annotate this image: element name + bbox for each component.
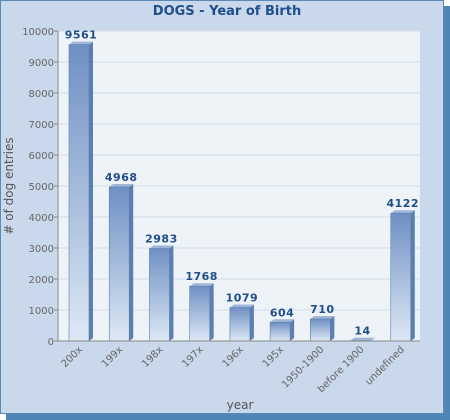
bar-top (270, 319, 295, 323)
bar-top (310, 315, 335, 319)
bar-top (350, 337, 375, 341)
data-label: 604 (270, 306, 294, 319)
chart-title: DOGS - Year of Birth (153, 4, 301, 19)
bar (310, 318, 331, 342)
bar-top (149, 245, 174, 249)
bar-side (249, 304, 254, 341)
bar-top (69, 41, 93, 45)
bar (390, 212, 412, 342)
y-tick-label: 1000 (29, 306, 54, 317)
y-tick-labels: 0 1000 2000 3000 4000 5000 6000 7000 8000 9000 100… (22, 27, 58, 348)
y-tick-label: 3000 (29, 244, 54, 255)
bar (269, 321, 291, 342)
bar-side (370, 337, 375, 341)
bar (108, 186, 130, 342)
data-label: 4122 (386, 197, 419, 210)
y-tick-label: 0 (48, 337, 54, 348)
y-tick-label: 7000 (29, 120, 54, 131)
data-label: 2983 (145, 233, 178, 246)
data-label: 710 (310, 303, 334, 316)
bar (149, 248, 170, 342)
bar-side (209, 283, 214, 341)
bar-top (189, 283, 214, 287)
bar-top (229, 304, 254, 308)
bar-top (109, 183, 134, 187)
bar-side (330, 315, 335, 341)
y-axis-label: # of dog entries (2, 137, 16, 234)
bar (68, 44, 90, 342)
data-label: 14 (354, 325, 370, 338)
data-label: 1079 (226, 292, 259, 305)
data-label: 4968 (105, 171, 138, 184)
bars (68, 41, 415, 342)
bar-side (410, 210, 415, 341)
data-label: 1768 (185, 270, 218, 283)
bar-top (390, 210, 415, 214)
y-tick-label: 5000 (29, 182, 54, 193)
data-label: 9561 (65, 29, 98, 42)
bar-side (169, 245, 174, 341)
data-labels: 9561 4968 2983 1768 1079 604 710 14 4122 (65, 29, 419, 338)
y-tick-label: 2000 (29, 275, 54, 286)
y-tick-label: 9000 (29, 58, 54, 69)
y-tick-label: 4000 (29, 213, 54, 224)
bar-side (129, 183, 134, 341)
bar (229, 307, 251, 342)
x-axis-label: year (227, 398, 254, 412)
y-tick-label: 10000 (22, 27, 54, 38)
y-tick-label: 8000 (29, 89, 54, 100)
bar (189, 285, 210, 342)
bar-side (290, 319, 295, 341)
y-tick-label: 6000 (29, 151, 54, 162)
bar-side (89, 41, 93, 341)
